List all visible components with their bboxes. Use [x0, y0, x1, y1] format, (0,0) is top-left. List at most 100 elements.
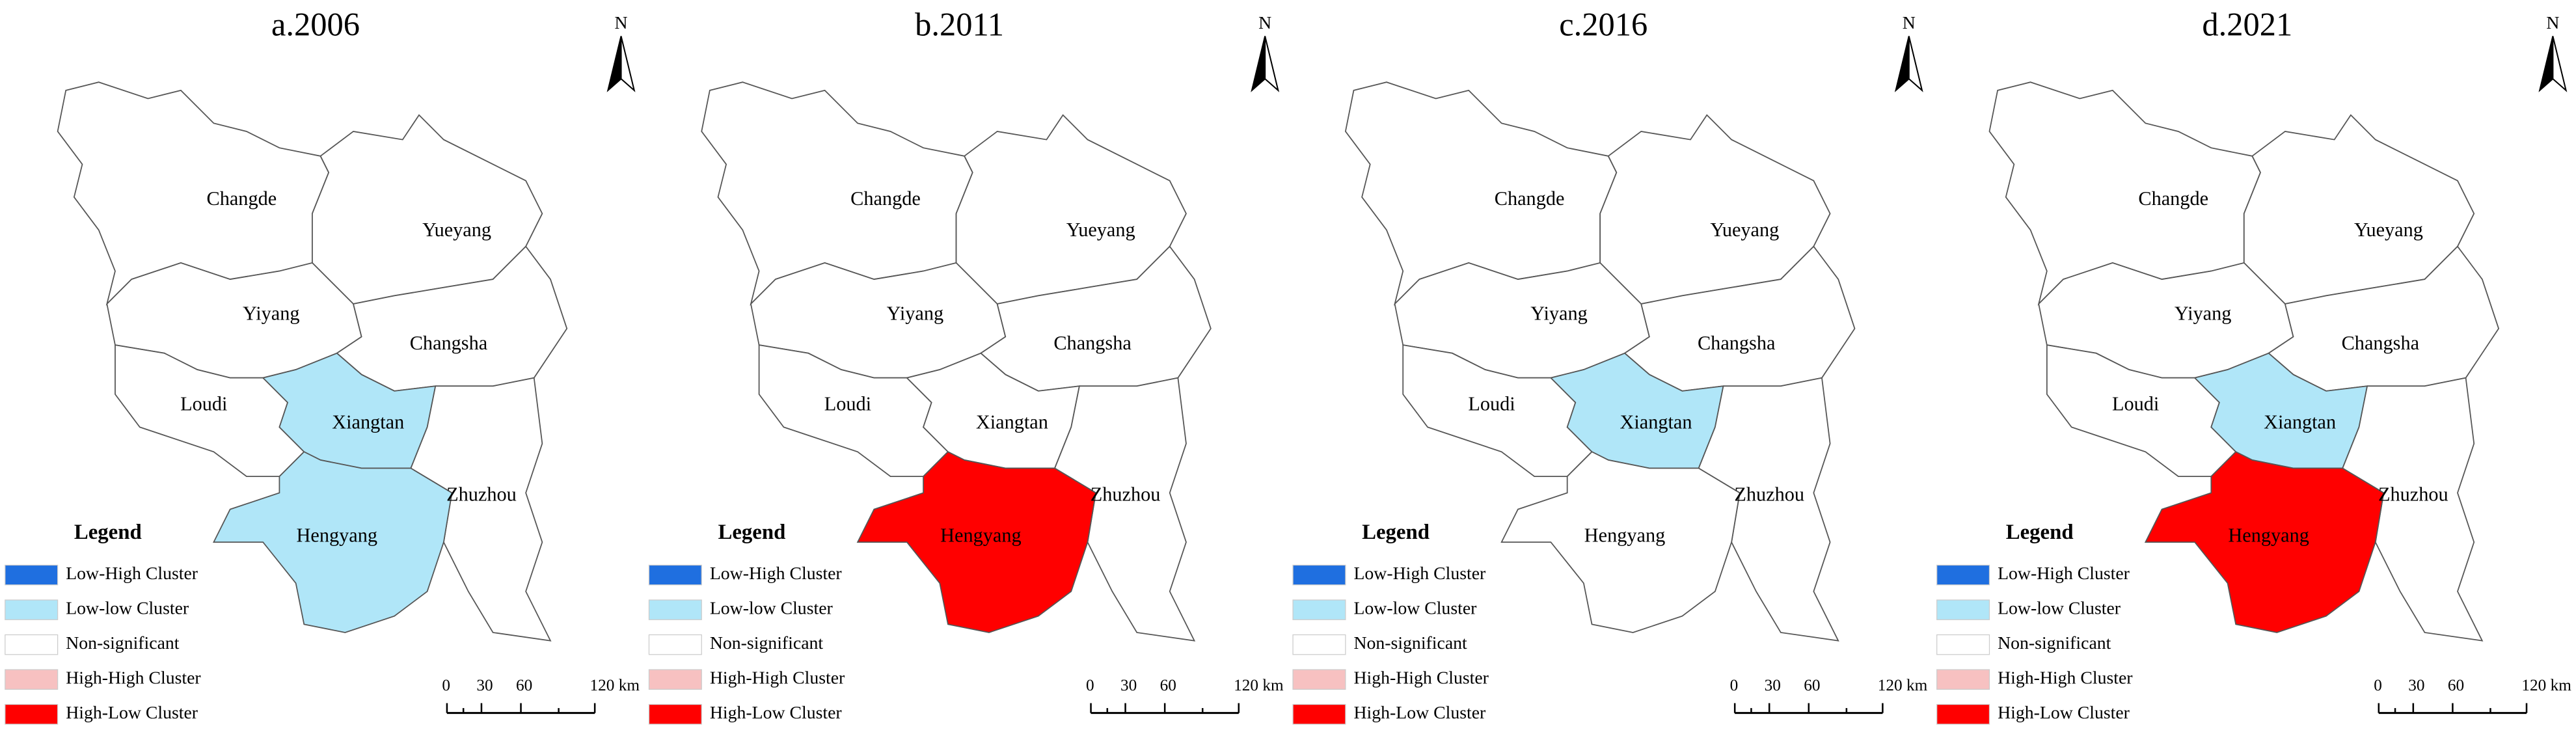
region-label: Hengyang	[1584, 524, 1665, 546]
legend-swatch	[648, 703, 702, 725]
legend-swatch	[5, 599, 59, 620]
legend-swatch	[1936, 703, 1990, 725]
region-label: Changsha	[1053, 332, 1132, 354]
legend-label: High-High Cluster	[710, 668, 845, 688]
legend-title: Legend	[74, 521, 142, 544]
legend-swatch	[648, 669, 702, 690]
north-arrow	[606, 36, 622, 92]
legend-label: High-High Cluster	[66, 668, 200, 688]
region-label: Zhuzhou	[1734, 483, 1804, 505]
legend-swatch	[5, 634, 59, 655]
legend-swatch	[1936, 634, 1990, 655]
legend-swatch	[1936, 564, 1990, 586]
region-label: Changsha	[410, 332, 488, 354]
region	[1500, 451, 1741, 633]
panel-title: c.2016	[1559, 7, 1647, 43]
scale-label: 0	[1086, 677, 1094, 694]
legend-label: Non-significant	[1998, 633, 2111, 653]
scale-label: 60	[1804, 677, 1820, 694]
legend-label: High-Low Cluster	[1998, 703, 2130, 723]
legend-swatch	[648, 599, 702, 620]
north-label: N	[1903, 13, 1916, 33]
legend-label: Low-low Cluster	[1998, 598, 2121, 618]
legend-swatch	[1292, 669, 1346, 690]
region-label: Hengyang	[297, 524, 377, 546]
scale-label: 30	[476, 677, 493, 694]
region-label: Zhuzhou	[1091, 483, 1161, 505]
region-label: Loudi	[2112, 393, 2159, 415]
legend-label: Low-low Cluster	[710, 598, 833, 618]
legend-title: Legend	[2006, 521, 2074, 544]
scale-label: 60	[1160, 677, 1176, 694]
legend-label: Non-significant	[710, 633, 824, 653]
region-label: Changde	[1495, 187, 1565, 210]
north-label: N	[2546, 13, 2559, 33]
north-arrow	[2538, 36, 2554, 92]
legend-label: Low-High Cluster	[710, 564, 842, 584]
region-label: Yueyang	[2354, 219, 2423, 241]
legend-swatch	[1292, 564, 1346, 586]
legend-swatch	[648, 634, 702, 655]
north-label: N	[1258, 13, 1271, 33]
region-label: Changde	[2138, 187, 2208, 210]
legend-label: Low-High Cluster	[66, 564, 198, 584]
scale-label: 30	[1765, 677, 1781, 694]
region-label: Xiangtan	[976, 411, 1048, 433]
legend-swatch	[1936, 599, 1990, 620]
scale-label: 120 km	[1878, 677, 1928, 694]
legend-swatch	[5, 669, 59, 690]
region	[2144, 451, 2385, 633]
north-arrow	[1251, 36, 1266, 92]
legend-swatch	[1292, 703, 1346, 725]
legend-label: High-Low Cluster	[710, 703, 842, 723]
region-label: Yiyang	[887, 303, 943, 325]
north-label: N	[615, 13, 628, 33]
region-label: Xiangtan	[1620, 411, 1692, 433]
region-label: Hengyang	[2228, 524, 2309, 546]
legend-title: Legend	[718, 521, 785, 544]
north-arrow	[1264, 36, 1280, 92]
region-label: Hengyang	[940, 524, 1021, 546]
legend-label: Non-significant	[1353, 633, 1467, 653]
region-label: Loudi	[1468, 393, 1515, 415]
panel-title: a.2006	[271, 7, 360, 43]
legend-label: Low-High Cluster	[1998, 564, 2130, 584]
region-label: Loudi	[180, 393, 227, 415]
region-label: Changde	[207, 187, 277, 210]
region-label: Yiyang	[1530, 303, 1587, 325]
scale-label: 120 km	[2521, 677, 2571, 694]
scale-label: 0	[442, 677, 450, 694]
region-label: Yueyang	[1066, 219, 1135, 241]
legend-label: High-High Cluster	[1353, 668, 1488, 688]
scale-label: 30	[1120, 677, 1137, 694]
region-label: Yueyang	[1710, 219, 1779, 241]
panel-title: d.2021	[2202, 7, 2292, 43]
region-label: Changsha	[2342, 332, 2420, 354]
legend-label: Non-significant	[66, 633, 180, 653]
legend-swatch	[1292, 599, 1346, 620]
north-arrow	[1908, 36, 1923, 92]
legend-label: Low-low Cluster	[1353, 598, 1476, 618]
legend-label: High-Low Cluster	[66, 703, 198, 723]
north-arrow	[2552, 36, 2568, 92]
region-label: Yiyang	[2175, 303, 2231, 325]
legend-label: Low-High Cluster	[1353, 564, 1485, 584]
region-label: Changsha	[1698, 332, 1776, 354]
scale-label: 120 km	[590, 677, 640, 694]
north-arrow	[620, 36, 636, 92]
region-label: Changde	[850, 187, 921, 210]
north-arrow	[1894, 36, 1910, 92]
region	[856, 451, 1097, 633]
region-label: Xiangtan	[2264, 411, 2336, 433]
map-panel: a.2006 N Changde Yueyang Yiyang Changsha Loudi…	[5, 7, 640, 725]
legend-swatch	[5, 703, 59, 725]
legend-swatch	[1292, 634, 1346, 655]
map-panel: b.2011 N Changde Yueyang Yiyang Changsha Loudi…	[648, 7, 1284, 725]
legend-label: Low-low Cluster	[66, 598, 189, 618]
legend-swatch	[1936, 669, 1990, 690]
legend-swatch	[5, 564, 59, 586]
scale-label: 120 km	[1234, 677, 1284, 694]
scale-label: 30	[2408, 677, 2424, 694]
region-label: Zhuzhou	[446, 483, 517, 505]
region-label: Zhuzhou	[2378, 483, 2448, 505]
